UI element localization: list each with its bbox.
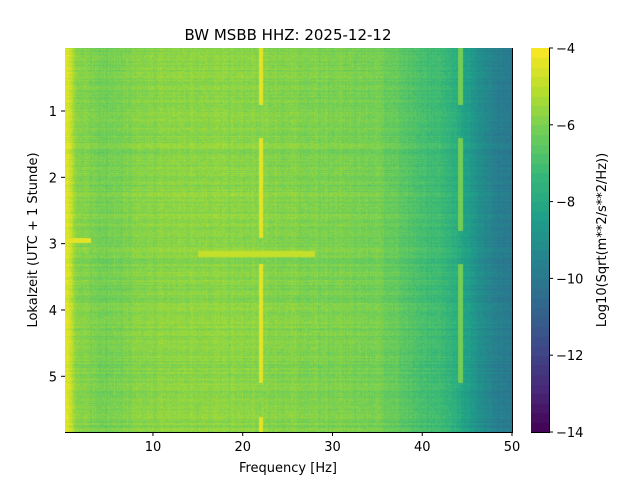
x-tick-label: 30: [324, 440, 341, 455]
y-tick-label: 4: [49, 304, 57, 319]
colorbar-tick-label: −8: [556, 196, 575, 211]
x-tick-label: 10: [145, 440, 162, 455]
spectrogram-heatmap: [65, 48, 512, 432]
colorbar-tick-label: −12: [556, 349, 583, 364]
x-tick-label: 40: [414, 440, 431, 455]
colorbar-tick-label: −10: [556, 272, 583, 287]
x-tick-label: 20: [234, 440, 251, 455]
y-axis-label: Lokalzeit (UTC + 1 Stunde): [26, 152, 41, 327]
x-axis-label: Frequency [Hz]: [239, 461, 337, 476]
x-tick-label: 50: [504, 440, 521, 455]
y-tick-label: 5: [49, 370, 57, 385]
y-tick-label: 3: [49, 238, 57, 253]
axis-ticks: 10 20 30 40 50 1 2 3 4 5 −4 −6 −8 −10 −12 −14: [49, 42, 584, 455]
colorbar-tick-label: −6: [556, 119, 575, 134]
chart-title: BW MSBB HHZ: 2025-12-12: [185, 26, 392, 44]
colorbar-tick-label: −14: [556, 426, 583, 441]
colorbar-tick-label: −4: [556, 42, 575, 57]
colorbar: [531, 48, 549, 432]
y-tick-label: 1: [49, 105, 57, 120]
colorbar-label: Log10(Sqrt(m**2/s**2/Hz)): [595, 153, 610, 327]
y-tick-label: 2: [49, 171, 57, 186]
